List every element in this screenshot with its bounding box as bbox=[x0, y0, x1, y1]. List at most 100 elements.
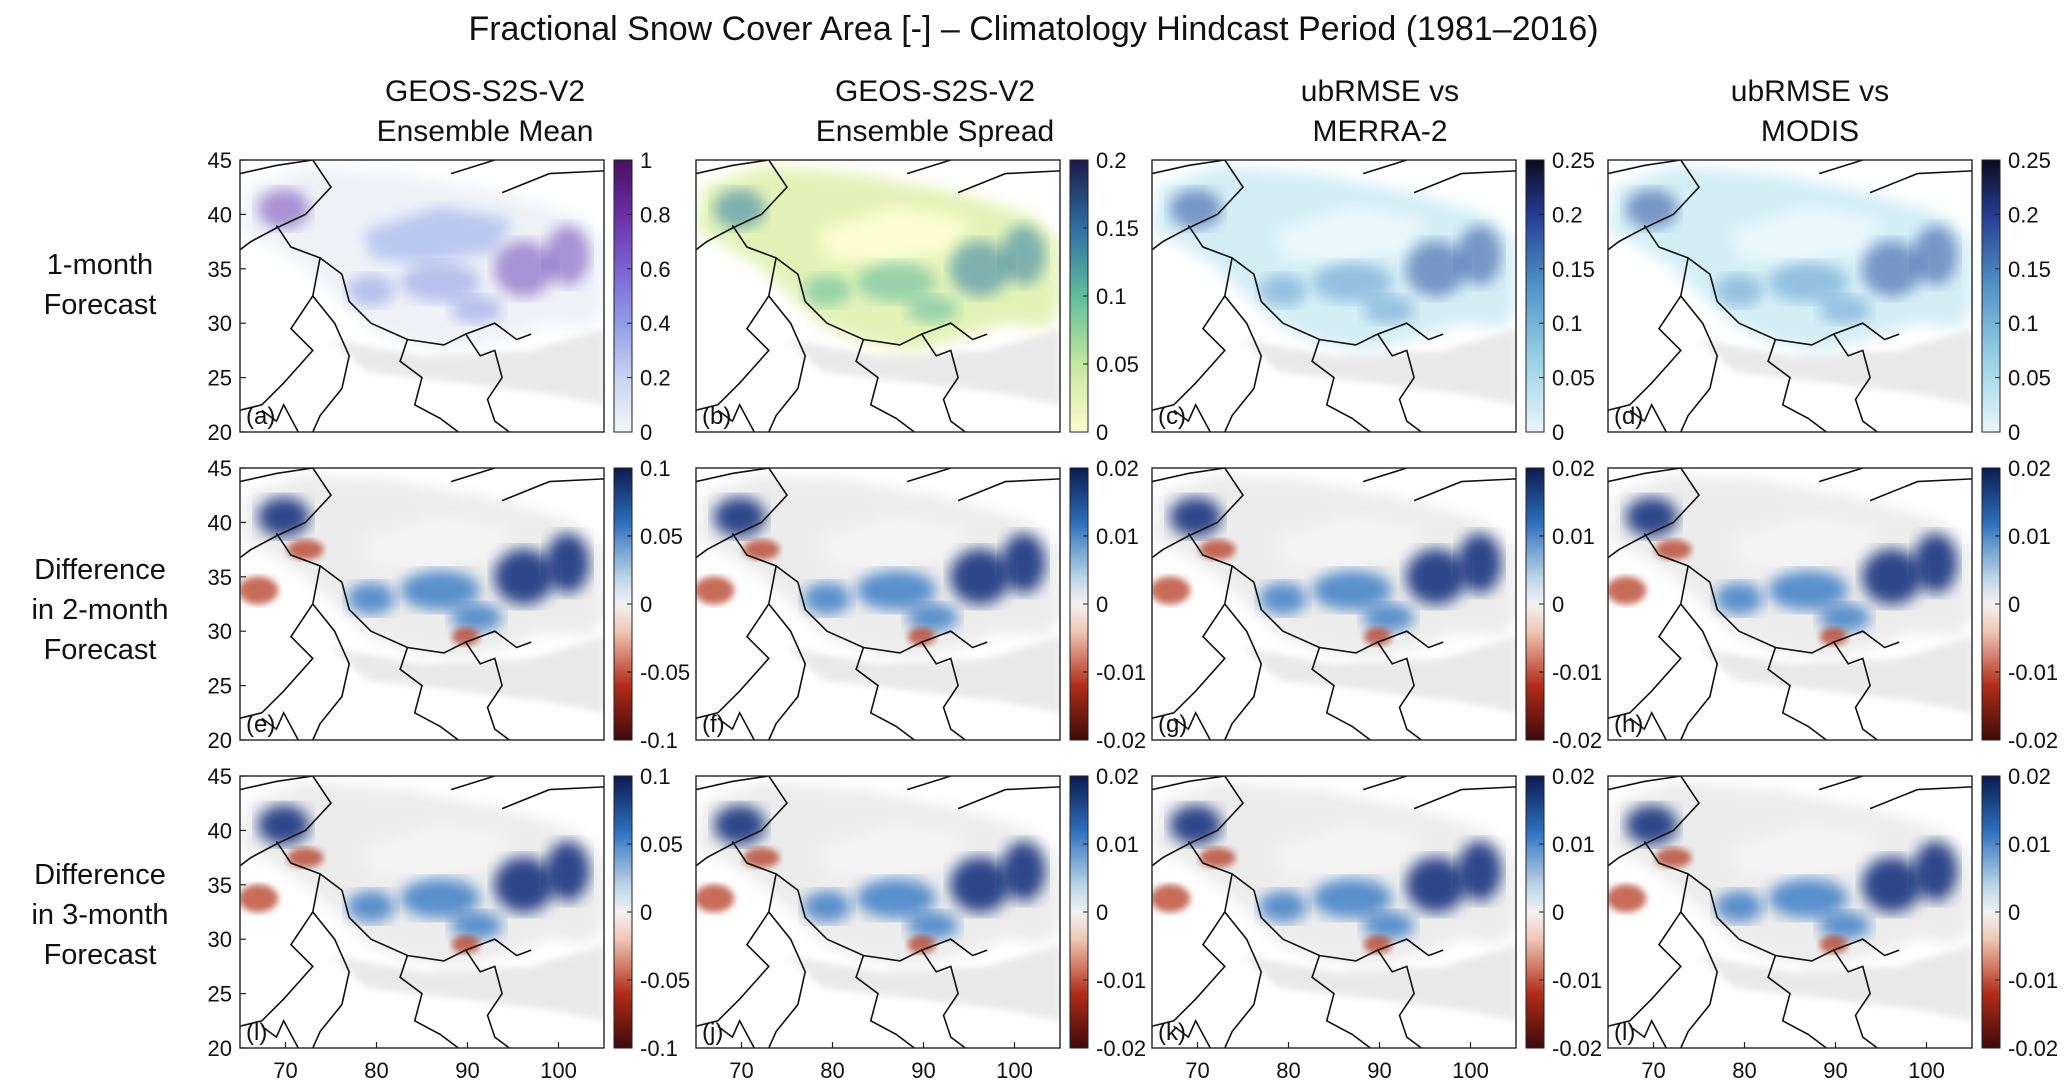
colorbar-tick-label: -0.1 bbox=[640, 728, 678, 753]
lon-tick-label: 80 bbox=[364, 1058, 388, 1083]
map-field bbox=[1152, 776, 1516, 1048]
row-header-line: Difference bbox=[34, 859, 166, 891]
lon-tick-label: 70 bbox=[273, 1058, 297, 1083]
colorbar-tick-label: 0 bbox=[1096, 420, 1108, 445]
map-field bbox=[1152, 160, 1516, 432]
colorbar-tick-label: -0.01 bbox=[1096, 660, 1146, 685]
lon-tick-label: 70 bbox=[1641, 1058, 1665, 1083]
map-panel: (j) 70 80 90 100 0.02 0.01 0 -0.01 -0.02 bbox=[695, 764, 1146, 1083]
lat-tick-label: 35 bbox=[208, 257, 232, 282]
map-frame bbox=[1607, 159, 1973, 433]
colorbar-tick-label: 0.05 bbox=[640, 832, 683, 857]
colorbar-tick-label: 0.25 bbox=[2008, 148, 2051, 173]
colorbar-tick-label: 0.4 bbox=[640, 311, 671, 336]
row-header-line: Forecast bbox=[43, 634, 157, 666]
map-field bbox=[1152, 468, 1516, 740]
figure-title: Fractional Snow Cover Area [-] – Climato… bbox=[468, 10, 1599, 48]
lon-tick-label: 80 bbox=[1732, 1058, 1756, 1083]
map-panel: (e) 45 40 35 30 25 20 0.1 0.05 0 -0.05 -0.1 bbox=[208, 456, 691, 753]
map-panel: (g) 0.02 0.01 0 -0.01 -0.02 bbox=[1151, 456, 1602, 753]
colorbar-tick-label: 0.15 bbox=[1552, 257, 1595, 282]
colorbar-tick-label: 0.2 bbox=[1096, 148, 1127, 173]
colorbar-tick-label: 0 bbox=[2008, 900, 2020, 925]
row-header-line: in 2-month bbox=[31, 594, 169, 626]
colorbar-tick-label: 0.25 bbox=[1552, 148, 1595, 173]
colorbar-tick-label: -0.02 bbox=[2008, 1036, 2058, 1061]
map-frame bbox=[1151, 775, 1517, 1049]
colorbar-tick-label: 0.1 bbox=[1552, 311, 1583, 336]
map-field bbox=[696, 776, 1060, 1048]
map-panel: (a) 45 40 35 30 25 20 1 0.8 0.6 0.4 0.2 0 bbox=[208, 148, 671, 445]
panel-label: (d) bbox=[1614, 403, 1643, 430]
column-header-ensemble-mean: GEOS-S2S-V2 Ensemble Mean bbox=[285, 72, 685, 152]
lon-tick-label: 80 bbox=[820, 1058, 844, 1083]
lat-tick-label: 30 bbox=[208, 311, 232, 336]
map-field bbox=[1608, 468, 1972, 740]
panel-label: (g) bbox=[1158, 711, 1187, 738]
lat-tick-label: 45 bbox=[208, 764, 232, 789]
column-header-ensemble-spread: GEOS-S2S-V2 Ensemble Spread bbox=[735, 72, 1135, 152]
panel-label: (f) bbox=[702, 711, 725, 738]
colorbar-tick-label: 0.8 bbox=[640, 202, 671, 227]
lon-tick-label: 100 bbox=[1452, 1058, 1489, 1083]
lat-tick-label: 25 bbox=[208, 366, 232, 391]
lon-tick-label: 70 bbox=[729, 1058, 753, 1083]
lat-tick-label: 40 bbox=[208, 202, 232, 227]
column-header-ubrmse-merra2: ubRMSE vs MERRA-2 bbox=[1180, 72, 1580, 152]
colorbar-tick-label: 0.05 bbox=[2008, 366, 2051, 391]
colorbar-tick-label: 0 bbox=[640, 592, 652, 617]
colorbar-tick-label: 0.02 bbox=[1552, 456, 1595, 481]
lat-tick-label: 45 bbox=[208, 148, 232, 173]
map-field bbox=[696, 160, 1060, 432]
colorbar-tick-label: 0 bbox=[640, 420, 652, 445]
row-header-line: 1-month bbox=[46, 249, 154, 281]
map-panel: (b) 0.2 0.15 0.1 0.05 0 bbox=[695, 148, 1139, 445]
colorbar-tick-label: -0.01 bbox=[1552, 968, 1602, 993]
lon-tick-label: 90 bbox=[1823, 1058, 1847, 1083]
map-field bbox=[1608, 776, 1972, 1048]
panel-label: (l) bbox=[246, 1019, 267, 1046]
map-field bbox=[1608, 160, 1972, 432]
colorbar-tick-label: 0.02 bbox=[1096, 764, 1139, 789]
colorbar-tick-label: 0.01 bbox=[1096, 524, 1139, 549]
lon-tick-label: 100 bbox=[540, 1058, 577, 1083]
colorbar-tick-label: -0.02 bbox=[1096, 1036, 1146, 1061]
lat-tick-label: 20 bbox=[208, 728, 232, 753]
colorbar-tick-label: 0.1 bbox=[1096, 284, 1127, 309]
colorbar-tick-label: 0 bbox=[1552, 592, 1564, 617]
column-header-line: Ensemble Spread bbox=[815, 115, 1055, 148]
row-header-2-month: Difference in 2-month Forecast bbox=[0, 550, 200, 670]
panel-label: (h) bbox=[1614, 711, 1643, 738]
colorbar-tick-label: 0.01 bbox=[1552, 524, 1595, 549]
map-frame bbox=[1607, 467, 1973, 741]
lon-tick-label: 100 bbox=[1908, 1058, 1945, 1083]
map-panel: (h) 0.02 0.01 0 -0.01 -0.02 bbox=[1607, 456, 2058, 753]
lat-tick-label: 20 bbox=[208, 420, 232, 445]
colorbar-tick-label: -0.01 bbox=[2008, 660, 2058, 685]
map-panel: (k) 70 80 90 100 0.02 0.01 0 -0.01 -0.02 bbox=[1151, 764, 1602, 1083]
map-frame bbox=[239, 467, 605, 741]
map-panel: (c) 0.25 0.2 0.15 0.1 0.05 0 bbox=[1151, 148, 1595, 445]
lon-tick-label: 70 bbox=[1185, 1058, 1209, 1083]
colorbar-tick-label: -0.05 bbox=[640, 660, 690, 685]
lat-tick-label: 40 bbox=[208, 818, 232, 843]
panel-label: (e) bbox=[246, 711, 275, 738]
colorbar-tick-label: -0.1 bbox=[640, 1036, 678, 1061]
colorbar-tick-label: -0.05 bbox=[640, 968, 690, 993]
map-frame bbox=[695, 159, 1061, 433]
panel-label: (k) bbox=[1158, 1019, 1186, 1046]
colorbar-tick-label: 0.05 bbox=[640, 524, 683, 549]
colorbar-tick-label: -0.02 bbox=[2008, 728, 2058, 753]
lon-tick-label: 90 bbox=[455, 1058, 479, 1083]
colorbar-tick-label: -0.02 bbox=[1096, 728, 1146, 753]
colorbar-tick-label: 0.01 bbox=[1552, 832, 1595, 857]
column-header-ubrmse-modis: ubRMSE vs MODIS bbox=[1610, 72, 2010, 152]
panel-label: (a) bbox=[246, 403, 275, 430]
colorbar-tick-label: 0.02 bbox=[2008, 456, 2051, 481]
colorbar-tick-label: 0.2 bbox=[2008, 202, 2039, 227]
colorbar-tick-label: 0.05 bbox=[1552, 366, 1595, 391]
map-frame bbox=[1151, 467, 1517, 741]
lat-tick-label: 25 bbox=[208, 982, 232, 1007]
colorbar-tick-label: 0.02 bbox=[1096, 456, 1139, 481]
colorbar-tick-label: -0.01 bbox=[1552, 660, 1602, 685]
